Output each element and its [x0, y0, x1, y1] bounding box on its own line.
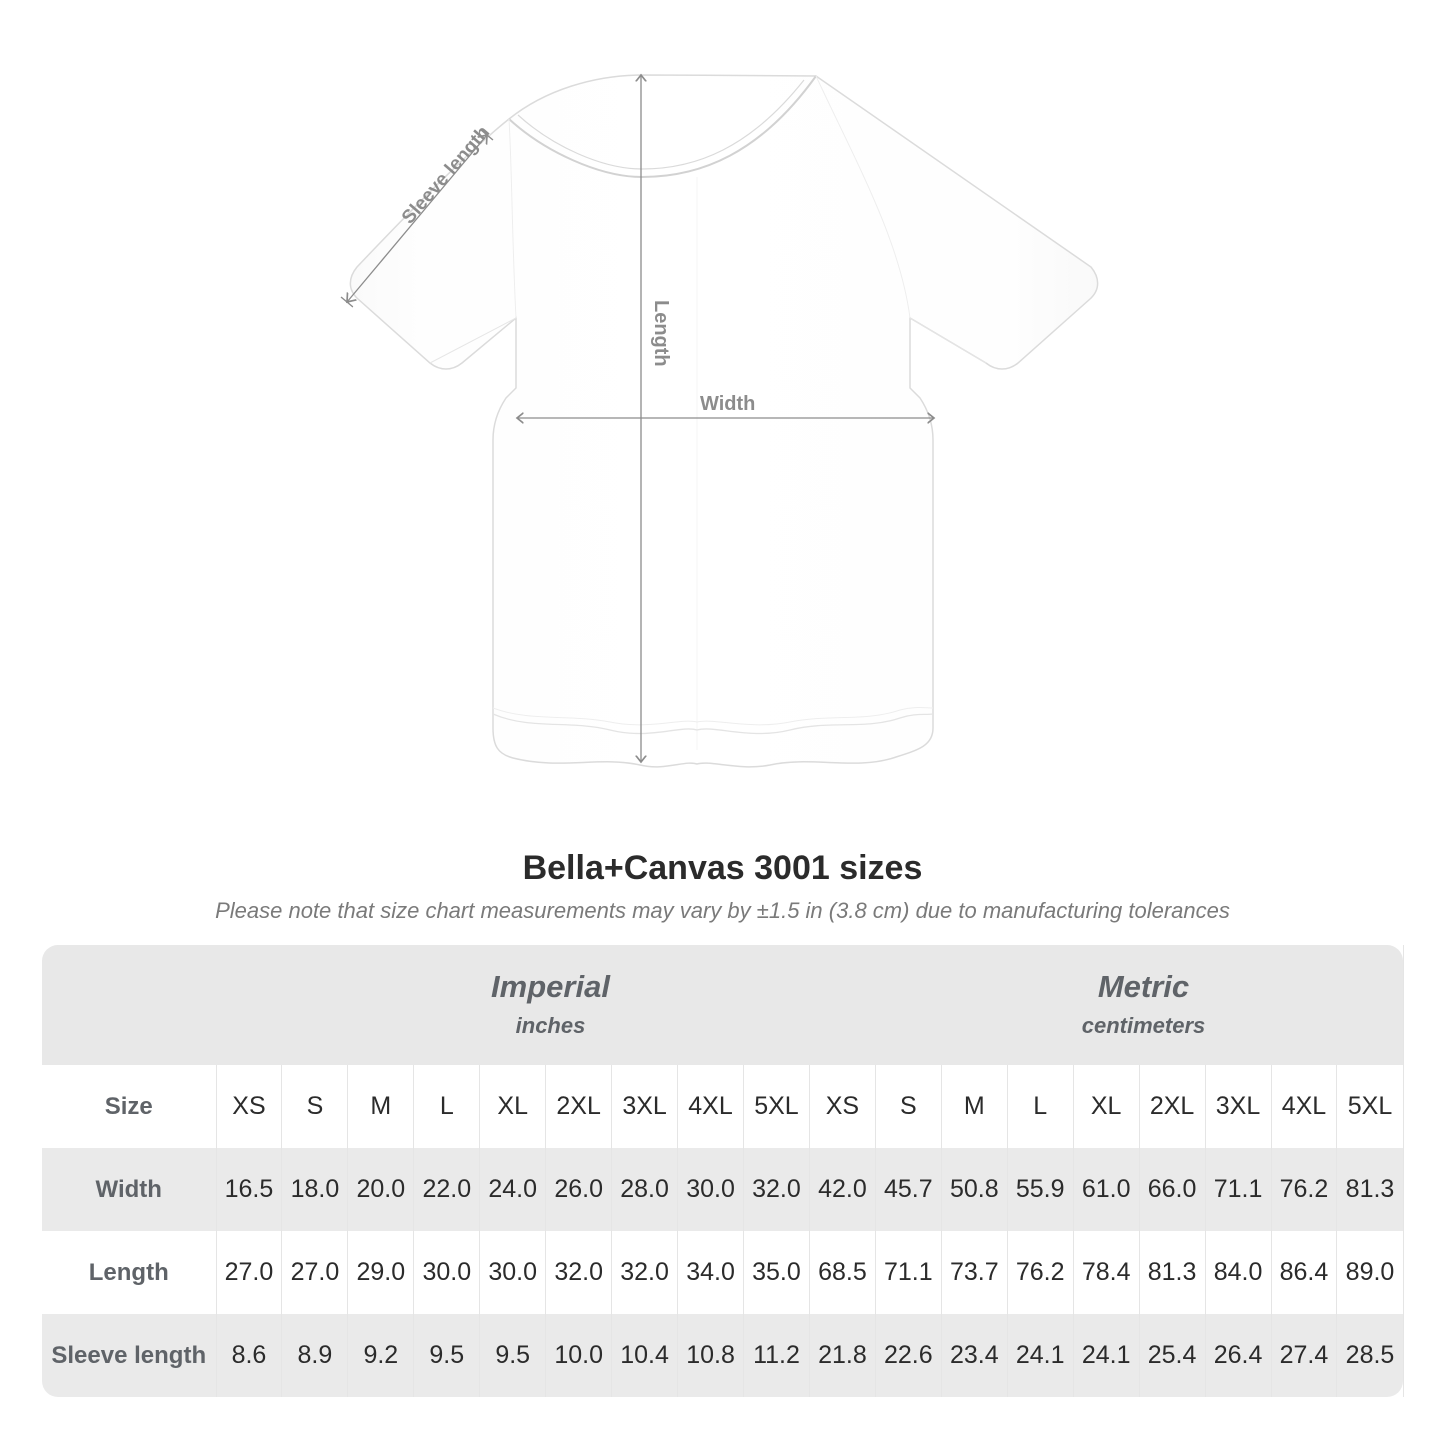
svg-text:Length: Length: [650, 300, 672, 367]
svg-text:Width: Width: [700, 393, 755, 415]
svg-text:Sleeve length: Sleeve length: [398, 122, 494, 228]
